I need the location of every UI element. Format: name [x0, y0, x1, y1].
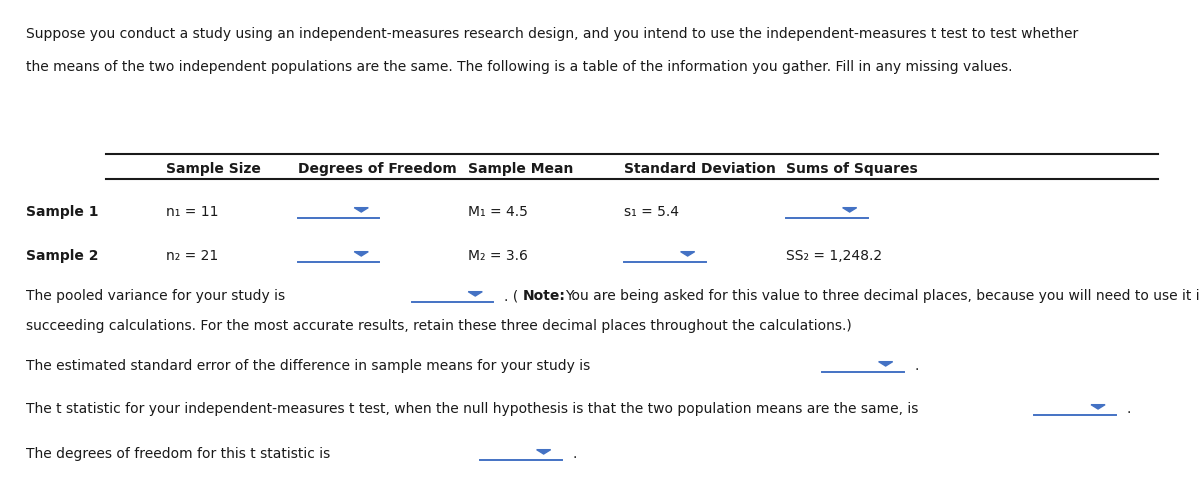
- Polygon shape: [680, 252, 695, 256]
- Text: Degrees of Freedom: Degrees of Freedom: [298, 162, 456, 176]
- Text: The estimated standard error of the difference in sample means for your study is: The estimated standard error of the diff…: [26, 359, 590, 373]
- Text: Sample 2: Sample 2: [26, 249, 98, 263]
- Text: . (: . (: [504, 289, 518, 303]
- Polygon shape: [878, 362, 893, 366]
- Text: The pooled variance for your study is: The pooled variance for your study is: [26, 289, 286, 303]
- Polygon shape: [354, 208, 368, 212]
- Text: The t statistic for your independent-measures t test, when the null hypothesis i: The t statistic for your independent-mea…: [26, 402, 919, 416]
- Polygon shape: [468, 292, 482, 296]
- Text: Sample Mean: Sample Mean: [468, 162, 574, 176]
- Text: M₁ = 4.5: M₁ = 4.5: [468, 205, 528, 219]
- Text: The degrees of freedom for this t statistic is: The degrees of freedom for this t statis…: [26, 447, 331, 461]
- Text: SS₂ = 1,248.2: SS₂ = 1,248.2: [786, 249, 882, 263]
- Polygon shape: [536, 450, 551, 454]
- Text: n₂ = 21: n₂ = 21: [166, 249, 218, 263]
- Text: .: .: [914, 359, 919, 373]
- Polygon shape: [1091, 405, 1105, 409]
- Text: Sample 1: Sample 1: [26, 205, 98, 219]
- Text: .: .: [572, 447, 577, 461]
- Polygon shape: [842, 208, 857, 212]
- Text: You are being asked for this value to three decimal places, because you will nee: You are being asked for this value to th…: [565, 289, 1200, 303]
- Text: Sums of Squares: Sums of Squares: [786, 162, 918, 176]
- Polygon shape: [354, 252, 368, 256]
- Text: s₁ = 5.4: s₁ = 5.4: [624, 205, 679, 219]
- Text: succeeding calculations. For the most accurate results, retain these three decim: succeeding calculations. For the most ac…: [26, 319, 852, 333]
- Text: M₂ = 3.6: M₂ = 3.6: [468, 249, 528, 263]
- Text: the means of the two independent populations are the same. The following is a ta: the means of the two independent populat…: [26, 60, 1013, 75]
- Text: Suppose you conduct a study using an independent-measures research design, and y: Suppose you conduct a study using an ind…: [26, 27, 1079, 41]
- Text: Sample Size: Sample Size: [166, 162, 260, 176]
- Text: Standard Deviation: Standard Deviation: [624, 162, 776, 176]
- Text: .: .: [1127, 402, 1132, 416]
- Text: Note:: Note:: [523, 289, 566, 303]
- Text: n₁ = 11: n₁ = 11: [166, 205, 218, 219]
